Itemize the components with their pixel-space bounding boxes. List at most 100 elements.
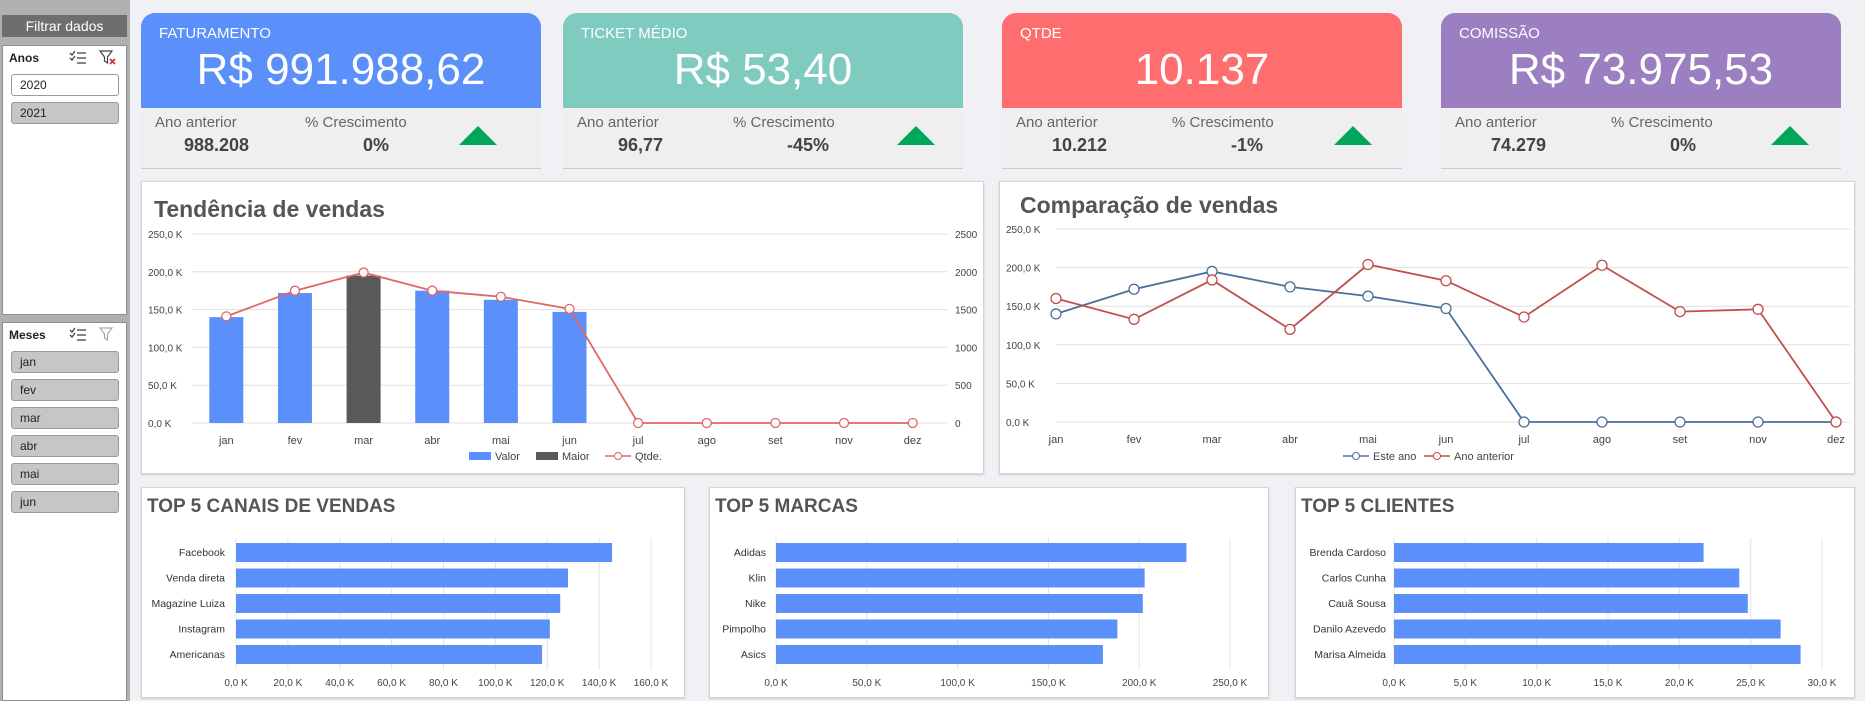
bar-valor: [552, 311, 587, 423]
point-ano-anterior: [1752, 303, 1764, 315]
legend-swatch-valor: [469, 452, 491, 460]
point-este-ano: [1596, 416, 1608, 428]
x-tick-label: set: [768, 435, 783, 447]
point-ano-anterior: [1128, 313, 1140, 325]
chart-clientes-svg: 0,0 K 5,0 K 10,0 K 15,0 K 20,0 K 25,0 K 30,0 K…: [1310, 538, 1837, 689]
x-tick-label: 40,0 K: [325, 678, 354, 689]
y-tick-label: 150,0 K: [1006, 302, 1041, 313]
month-abr-chip[interactable]: abr: [11, 435, 119, 457]
multi-select-icon[interactable]: [69, 50, 87, 66]
chart-top5-canais: TOP 5 CANAIS DE VENDAS 0,0 K 20,0 K 40,0 K…: [141, 487, 685, 698]
y2-tick-label: 1000: [955, 343, 978, 354]
bar: [1394, 619, 1781, 639]
y-tick-label: 100,0 K: [148, 343, 183, 354]
x-tick-label: 10,0 K: [1522, 678, 1551, 689]
bar: [236, 645, 543, 664]
bar: [236, 619, 550, 639]
month-jan-chip[interactable]: jan: [11, 351, 119, 373]
x-tick-label: 150,0 K: [1031, 678, 1066, 689]
bar-valor: [209, 317, 244, 423]
bar: [1394, 543, 1704, 562]
y2-tick-label: 2000: [955, 268, 978, 279]
point-qtde: [632, 417, 644, 429]
bar: [1394, 594, 1748, 613]
point-este-ano: [1752, 416, 1764, 428]
legend-marker-este-ano: [1352, 452, 1360, 460]
point-este-ano: [1284, 281, 1296, 293]
category-label: Marisa Almeida: [1314, 649, 1386, 661]
x-tick-label: 100,0 K: [940, 678, 975, 689]
x-tick-label: 20,0 K: [273, 678, 302, 689]
point-ano-anterior: [1050, 292, 1062, 305]
chart-title: Comparação de vendas: [1020, 192, 1279, 218]
legend-label: Este ano: [1373, 451, 1416, 463]
kpi-prev-label: Ano anterior: [1455, 114, 1537, 131]
month-mai-chip[interactable]: mai: [11, 463, 119, 485]
point-qtde: [289, 285, 301, 296]
point-qtde: [495, 291, 507, 302]
kpi-footer: Ano anterior 988.208 % Crescimento 0%: [141, 108, 541, 169]
x-tick-label: 120,0 K: [530, 678, 565, 689]
trend-up-icon: [1771, 126, 1809, 145]
legend-label: Qtde.: [635, 451, 662, 463]
y-tick-label: 150,0 K: [148, 306, 183, 317]
category-label: Nike: [745, 598, 766, 610]
kpi-header: TICKET MÉDIO R$ 53,40: [563, 13, 963, 108]
chart-title: TOP 5 CANAIS DE VENDAS: [147, 496, 396, 517]
kpi-prev-value: 96,77: [618, 135, 664, 155]
legend-marker-ano-anterior: [1433, 452, 1441, 460]
category-label: Magazine Luiza: [151, 598, 225, 610]
y-tick-label: 0,0 K: [1006, 418, 1030, 429]
y-tick-label: 0,0 K: [148, 419, 172, 430]
slicer-anos-header: Anos: [9, 51, 39, 65]
point-ano-anterior: [1596, 259, 1608, 271]
x-tick-label: mai: [492, 435, 510, 447]
bar: [1394, 645, 1801, 664]
year-2020-chip[interactable]: 2020: [11, 74, 119, 96]
point-qtde: [564, 303, 575, 314]
kpi-value: R$ 73.975,53: [1508, 45, 1774, 94]
y-tick-label: 250,0 K: [1006, 225, 1041, 236]
clear-filter-icon[interactable]: [99, 50, 117, 66]
category-label: Brenda Cardoso: [1310, 547, 1387, 559]
x-tick-label: jan: [218, 435, 234, 447]
x-tick-label: set: [1673, 434, 1688, 446]
x-tick-label: 140,0 K: [582, 678, 617, 689]
kpi-ticket-medio: TICKET MÉDIO R$ 53,40 Ano anterior 96,77…: [563, 13, 963, 169]
clear-filter-icon[interactable]: [99, 327, 117, 343]
kpi-value: R$ 53,40: [673, 45, 853, 94]
bar: [776, 645, 1103, 664]
y-tick-label: 50,0 K: [1006, 379, 1035, 390]
point-qtde: [907, 417, 918, 429]
x-tick-label: jul: [1517, 434, 1529, 446]
point-este-ano: [1128, 283, 1140, 295]
year-2021-chip[interactable]: 2021: [11, 102, 119, 124]
kpi-header: FATURAMENTO R$ 991.988,62: [141, 13, 541, 108]
kpi-prev-value: 74.279: [1491, 135, 1547, 155]
x-tick-label: jan: [1048, 434, 1064, 446]
x-tick-label: 0,0 K: [224, 678, 248, 689]
bar-maior: [346, 275, 381, 423]
kpi-header: QTDE 10.137: [1002, 13, 1402, 108]
month-jun-chip[interactable]: jun: [11, 491, 119, 513]
point-ano-anterior: [1362, 258, 1374, 271]
month-mar-chip[interactable]: mar: [11, 407, 119, 429]
point-qtde: [358, 267, 369, 278]
y-tick-label: 50,0 K: [148, 381, 177, 392]
category-label: Cauã Sousa: [1328, 598, 1386, 610]
month-fev-chip[interactable]: fev: [11, 379, 119, 401]
x-tick-label: ago: [698, 435, 716, 447]
trend-up-icon: [897, 126, 935, 145]
point-ano-anterior: [1206, 274, 1218, 286]
sidebar-title: Filtrar dados: [2, 15, 127, 37]
category-label: Americanas: [170, 649, 225, 661]
kpi-label: COMISSÃO: [1459, 25, 1540, 42]
multi-select-icon[interactable]: [69, 327, 87, 343]
category-label: Venda direta: [166, 573, 225, 585]
bar-valor: [415, 290, 450, 423]
kpi-growth-label: % Crescimento: [733, 114, 835, 131]
chart-title: TOP 5 MARCAS: [715, 496, 858, 517]
x-tick-label: 20,0 K: [1665, 678, 1694, 689]
point-qtde: [701, 417, 712, 429]
kpi-label: FATURAMENTO: [159, 25, 271, 42]
